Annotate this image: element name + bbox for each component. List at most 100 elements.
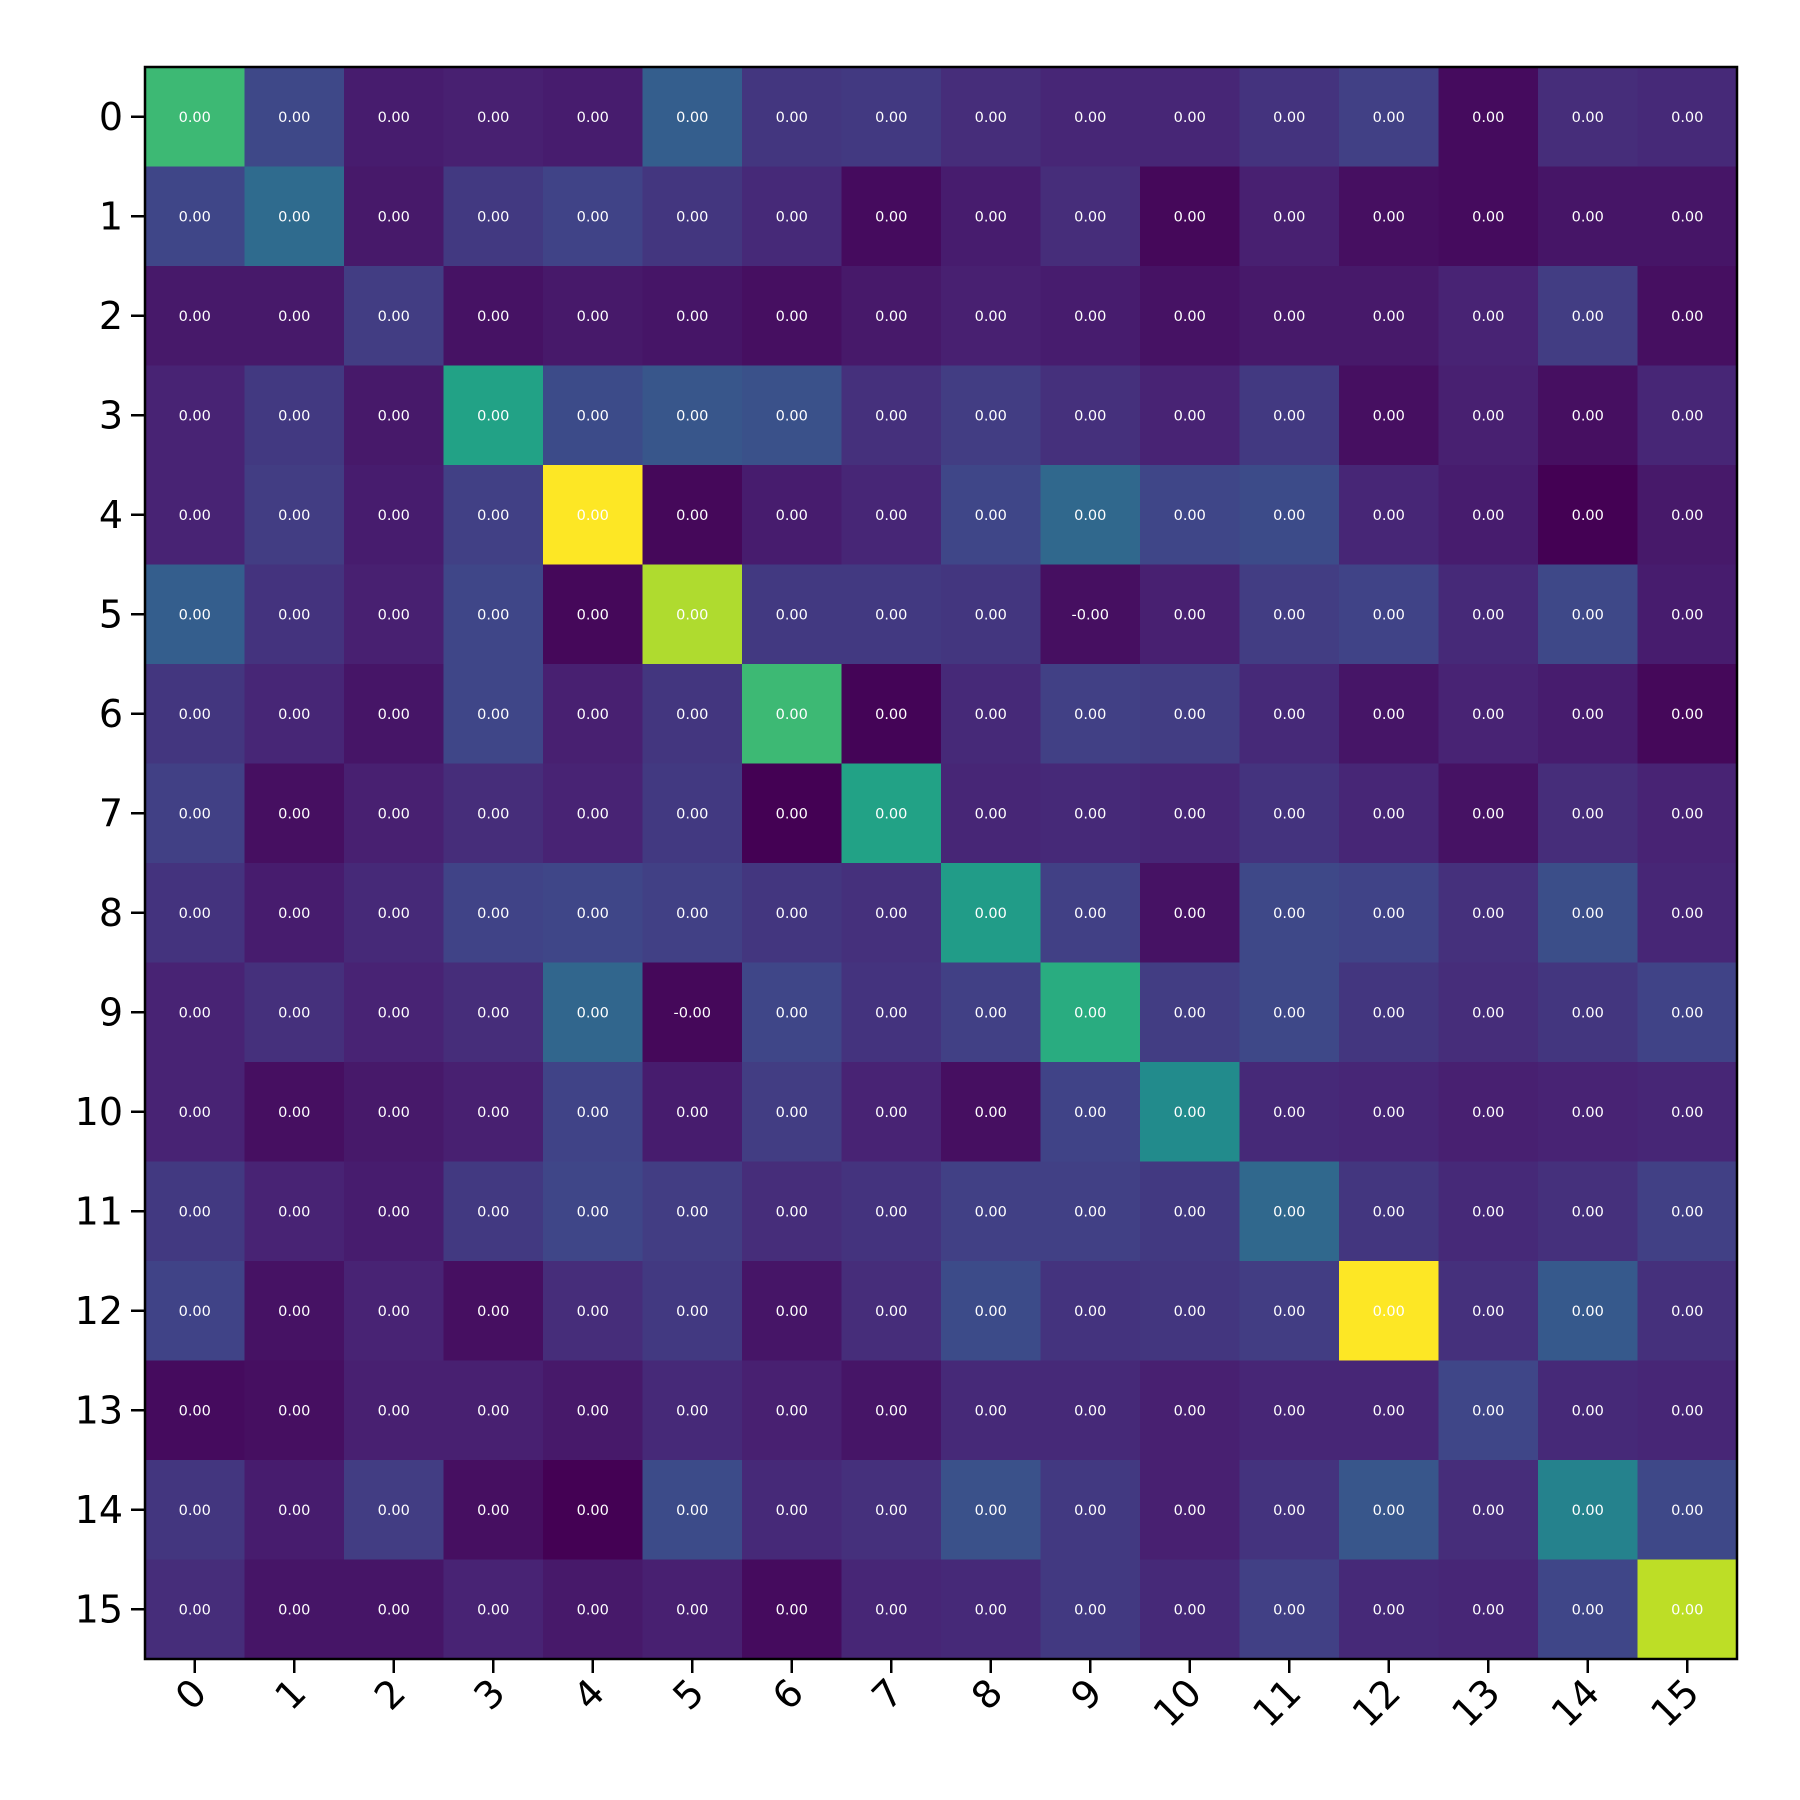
heatmap-cell-r12-c10 (1140, 1261, 1241, 1362)
cell-value-label: 0.00 (1174, 508, 1206, 524)
x-tick-label: 13 (1443, 1670, 1508, 1735)
heatmap-cell-r12-c12 (1339, 1261, 1440, 1362)
cell-value-label: 0.00 (1174, 707, 1206, 723)
x-tick-label: 10 (1145, 1670, 1210, 1735)
cell-value-label: 0.00 (1273, 408, 1305, 424)
heatmap-cell-r11-c6 (742, 1161, 843, 1262)
cell-value-label: 0.00 (1472, 1304, 1504, 1320)
heatmap-cell-r14-c10 (1140, 1460, 1241, 1561)
heatmap-cell-r4-c11 (1239, 465, 1340, 566)
heatmap-cell-r13-c9 (1040, 1360, 1141, 1461)
cell-value-label: 0.00 (1671, 906, 1703, 922)
cell-value-label: 0.00 (975, 806, 1007, 822)
heatmap-cell-r14-c5 (642, 1460, 743, 1561)
cell-value-label: 0.00 (1174, 209, 1206, 225)
heatmap-cell-r5-c9 (1040, 564, 1141, 665)
heatmap-cell-r0-c9 (1040, 67, 1141, 168)
cell-value-label: 0.00 (378, 707, 410, 723)
cell-value-label: 0.00 (1472, 707, 1504, 723)
heatmap-cell-r13-c12 (1339, 1360, 1440, 1461)
heatmap-cell-r13-c14 (1538, 1360, 1639, 1461)
heatmap-cell-r5-c2 (344, 564, 445, 665)
heatmap-cell-r11-c0 (145, 1161, 246, 1262)
heatmap-cell-r2-c12 (1339, 266, 1440, 367)
heatmap-cell-r3-c10 (1140, 365, 1241, 466)
heatmap-cell-r0-c2 (344, 67, 445, 168)
cell-value-label: 0.00 (676, 1204, 708, 1220)
cell-value-label: 0.00 (975, 309, 1007, 325)
heatmap-cell-r10-c5 (642, 1062, 743, 1163)
cell-value-label: 0.00 (1572, 906, 1604, 922)
heatmap-cell-r2-c7 (841, 266, 942, 367)
cell-value-label: 0.00 (278, 1204, 310, 1220)
heatmap-cell-r11-c8 (941, 1161, 1042, 1262)
y-tick-label: 14 (75, 1488, 123, 1532)
cell-value-label: 0.00 (179, 707, 211, 723)
cell-value-label: 0.00 (1273, 707, 1305, 723)
cell-value-label: 0.00 (1074, 110, 1106, 126)
heatmap-cell-r15-c1 (244, 1559, 345, 1660)
cell-value-label: 0.00 (1373, 209, 1405, 225)
heatmap-cell-r9-c1 (244, 962, 345, 1063)
y-tick-label: 6 (99, 692, 123, 736)
cell-value-label: 0.00 (1373, 508, 1405, 524)
cell-value-label: 0.00 (179, 1602, 211, 1618)
cell-value-label: 0.00 (1572, 309, 1604, 325)
heatmap-cell-r4-c14 (1538, 465, 1639, 566)
heatmap-cell-r5-c12 (1339, 564, 1440, 665)
cell-value-label: 0.00 (1273, 1005, 1305, 1021)
heatmap-cell-r3-c1 (244, 365, 345, 466)
heatmap-cell-r13-c3 (443, 1360, 544, 1461)
heatmap-cell-r1-c9 (1040, 166, 1141, 267)
heatmap-cell-r9-c10 (1140, 962, 1241, 1063)
heatmap-cell-r0-c5 (642, 67, 743, 168)
heatmap-cell-r14-c2 (344, 1460, 445, 1561)
cell-value-label: 0.00 (776, 209, 808, 225)
cell-value-label: 0.00 (577, 1503, 609, 1519)
heatmap-cell-r9-c11 (1239, 962, 1340, 1063)
cell-value-label: 0.00 (1373, 1403, 1405, 1419)
heatmap-cell-r10-c9 (1040, 1062, 1141, 1163)
cell-value-label: 0.00 (477, 607, 509, 623)
cell-value-label: 0.00 (179, 607, 211, 623)
cell-value-label: 0.00 (1373, 1602, 1405, 1618)
cell-value-label: 0.00 (577, 508, 609, 524)
cell-value-label: 0.00 (378, 1204, 410, 1220)
heatmap-cell-r14-c6 (742, 1460, 843, 1561)
cell-value-label: 0.00 (1572, 1105, 1604, 1121)
heatmap-cell-r0-c8 (941, 67, 1042, 168)
heatmap-cell-r2-c10 (1140, 266, 1241, 367)
cell-value-label: 0.00 (975, 1503, 1007, 1519)
cell-value-label: 0.00 (1373, 309, 1405, 325)
heatmap-cell-r1-c6 (742, 166, 843, 267)
x-tick-label: 11 (1244, 1670, 1309, 1735)
heatmap-cell-r2-c6 (742, 266, 843, 367)
heatmap-cell-r1-c13 (1438, 166, 1539, 267)
heatmap-cell-r7-c7 (841, 763, 942, 864)
cell-value-label: 0.00 (278, 1403, 310, 1419)
heatmap-cell-r13-c15 (1637, 1360, 1738, 1461)
cell-value-label: 0.00 (1572, 508, 1604, 524)
cell-value-label: 0.00 (776, 906, 808, 922)
x-tick-label: 6 (764, 1670, 812, 1718)
cell-value-label: 0.00 (378, 1403, 410, 1419)
cell-value-label: 0.00 (1174, 408, 1206, 424)
cell-value-label: 0.00 (278, 906, 310, 922)
heatmap-cell-r12-c2 (344, 1261, 445, 1362)
heatmap-cell-r10-c10 (1140, 1062, 1241, 1163)
cell-value-label: 0.00 (776, 110, 808, 126)
cell-value-label: 0.00 (1373, 906, 1405, 922)
cell-value-label: 0.00 (1373, 806, 1405, 822)
heatmap-cell-r0-c10 (1140, 67, 1241, 168)
cell-value-label: 0.00 (1472, 1503, 1504, 1519)
heatmap-cell-r9-c9 (1040, 962, 1141, 1063)
heatmap-cell-r12-c0 (145, 1261, 246, 1362)
heatmap-cell-r15-c8 (941, 1559, 1042, 1660)
cell-value-label: 0.00 (1572, 607, 1604, 623)
heatmap-cell-r7-c12 (1339, 763, 1440, 864)
cell-value-label: 0.00 (179, 1304, 211, 1320)
plot-frame (143, 65, 1739, 1661)
heatmap-cell-r12-c4 (543, 1261, 644, 1362)
heatmap-cell-r15-c13 (1438, 1559, 1539, 1660)
cell-value-label: 0.00 (1572, 1005, 1604, 1021)
